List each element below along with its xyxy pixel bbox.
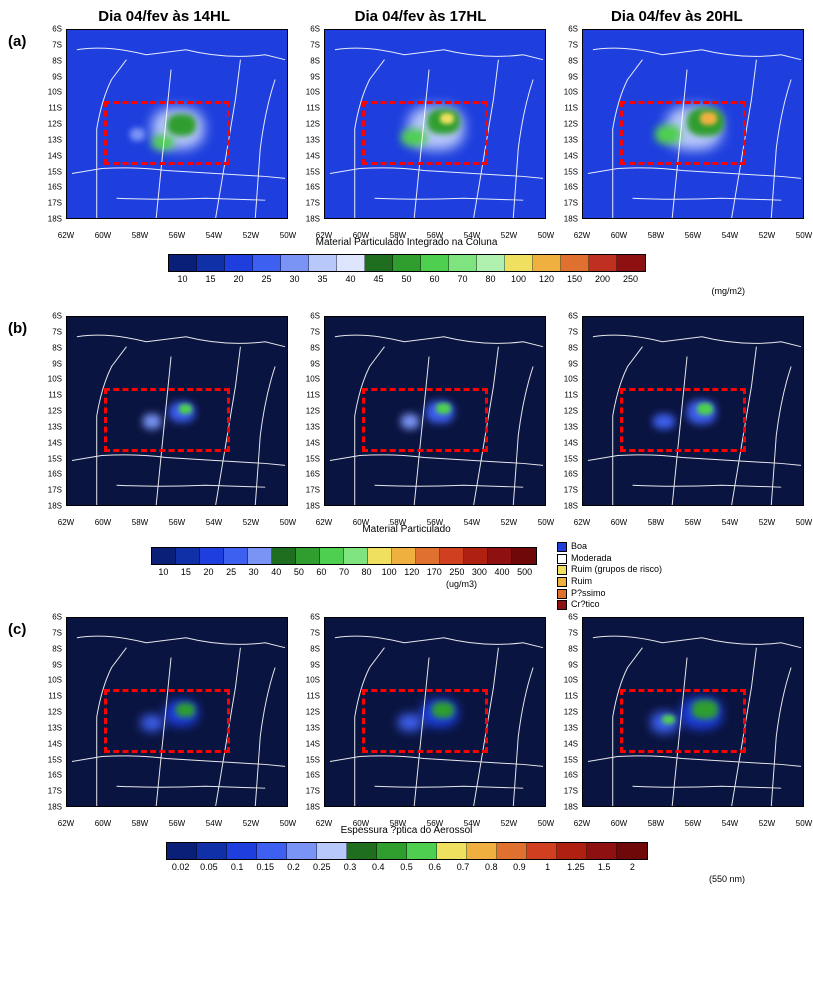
maps-row-b: 6S7S8S9S10S11S12S13S14S15S16S17S18S 62W6… bbox=[36, 316, 805, 516]
title-2: Dia 04/fev às 17HL bbox=[292, 8, 548, 25]
axis-y: 6S7S8S9S10S11S12S13S14S15S16S17S18S bbox=[552, 617, 580, 807]
title-1: Dia 04/fev às 14HL bbox=[36, 8, 292, 25]
colorbar: 1015202530405060708010012017025030040050… bbox=[151, 547, 537, 589]
roi-box bbox=[104, 388, 230, 451]
map-panel-a-0: 6S7S8S9S10S11S12S13S14S15S16S17S18S 62W6… bbox=[36, 29, 288, 229]
legend-item: Ruim bbox=[557, 576, 662, 588]
axis-y: 6S7S8S9S10S11S12S13S14S15S16S17S18S bbox=[36, 617, 64, 807]
row-label-b: (b) bbox=[8, 316, 36, 337]
row-c: (c) 6S7S8S9S10S11S12S13S14S15S16S17S18S … bbox=[8, 617, 805, 817]
map-panel-b-2: 6S7S8S9S10S11S12S13S14S15S16S17S18S 62W6… bbox=[552, 316, 804, 516]
map-canvas bbox=[66, 29, 288, 219]
title-3: Dia 04/fev às 20HL bbox=[549, 8, 805, 25]
roi-box bbox=[104, 689, 230, 752]
map-panel-a-1: 6S7S8S9S10S11S12S13S14S15S16S17S18S 62W6… bbox=[294, 29, 546, 229]
legend-list: BoaModeradaRuim (grupos de risco)RuimP?s… bbox=[557, 541, 662, 611]
map-canvas bbox=[582, 316, 804, 506]
map-panel-c-0: 6S7S8S9S10S11S12S13S14S15S16S17S18S 62W6… bbox=[36, 617, 288, 817]
unit-label: (mg/m2) bbox=[712, 286, 746, 296]
colorbar-bar bbox=[151, 547, 537, 565]
unit-label: (550 nm) bbox=[709, 874, 745, 884]
axis-y: 6S7S8S9S10S11S12S13S14S15S16S17S18S bbox=[36, 29, 64, 219]
axis-y: 6S7S8S9S10S11S12S13S14S15S16S17S18S bbox=[294, 316, 322, 506]
roi-box bbox=[620, 689, 746, 752]
colorbar-labels: 101520253035404550607080100120150200250 bbox=[169, 274, 645, 284]
roi-box bbox=[362, 101, 488, 164]
map-canvas bbox=[66, 617, 288, 807]
map-canvas bbox=[324, 617, 546, 807]
axis-y: 6S7S8S9S10S11S12S13S14S15S16S17S18S bbox=[552, 29, 580, 219]
colorbar: 101520253035404550607080100120150200250 … bbox=[8, 254, 805, 296]
roi-box bbox=[620, 101, 746, 164]
map-canvas bbox=[324, 316, 546, 506]
map-canvas bbox=[582, 617, 804, 807]
axis-y: 6S7S8S9S10S11S12S13S14S15S16S17S18S bbox=[36, 316, 64, 506]
roi-box bbox=[362, 388, 488, 451]
roi-box bbox=[104, 101, 230, 164]
map-panel-a-2: 6S7S8S9S10S11S12S13S14S15S16S17S18S 62W6… bbox=[552, 29, 804, 229]
row-label-a: (a) bbox=[8, 29, 36, 50]
row-label-c: (c) bbox=[8, 617, 36, 638]
roi-box bbox=[362, 689, 488, 752]
axis-y: 6S7S8S9S10S11S12S13S14S15S16S17S18S bbox=[294, 29, 322, 219]
map-panel-b-0: 6S7S8S9S10S11S12S13S14S15S16S17S18S 62W6… bbox=[36, 316, 288, 516]
maps-row-c: 6S7S8S9S10S11S12S13S14S15S16S17S18S 62W6… bbox=[36, 617, 805, 817]
map-canvas bbox=[66, 316, 288, 506]
colorbar: 0.020.050.10.150.20.250.30.40.50.60.70.8… bbox=[8, 842, 805, 884]
axis-y: 6S7S8S9S10S11S12S13S14S15S16S17S18S bbox=[552, 316, 580, 506]
map-canvas bbox=[324, 29, 546, 219]
unit-label: (ug/m3) bbox=[446, 579, 477, 589]
legend-item: Boa bbox=[557, 541, 662, 553]
axis-y: 6S7S8S9S10S11S12S13S14S15S16S17S18S bbox=[294, 617, 322, 807]
colorbar-bar bbox=[168, 254, 646, 272]
legend-item: Moderada bbox=[557, 553, 662, 565]
map-panel-b-1: 6S7S8S9S10S11S12S13S14S15S16S17S18S 62W6… bbox=[294, 316, 546, 516]
row-a: (a) 6S7S8S9S10S11S12S13S14S15S16S17S18S … bbox=[8, 29, 805, 229]
map-canvas bbox=[582, 29, 804, 219]
legend-item: Ruim (grupos de risco) bbox=[557, 564, 662, 576]
titles-row: Dia 04/fev às 14HL Dia 04/fev às 17HL Di… bbox=[8, 8, 805, 25]
map-panel-c-2: 6S7S8S9S10S11S12S13S14S15S16S17S18S 62W6… bbox=[552, 617, 804, 817]
colorbar-labels: 1015202530405060708010012017025030040050… bbox=[152, 567, 536, 577]
roi-box bbox=[620, 388, 746, 451]
legend-item: Cr?tico bbox=[557, 599, 662, 611]
colorbar-labels: 0.020.050.10.150.20.250.30.40.50.60.70.8… bbox=[167, 862, 647, 872]
legend-item: P?ssimo bbox=[557, 588, 662, 600]
colorbar-bar bbox=[166, 842, 648, 860]
legend-b-wrapper: 1015202530405060708010012017025030040050… bbox=[8, 541, 805, 611]
maps-row-a: 6S7S8S9S10S11S12S13S14S15S16S17S18S 62W6… bbox=[36, 29, 805, 229]
map-panel-c-1: 6S7S8S9S10S11S12S13S14S15S16S17S18S 62W6… bbox=[294, 617, 546, 817]
row-b: (b) 6S7S8S9S10S11S12S13S14S15S16S17S18S … bbox=[8, 316, 805, 516]
